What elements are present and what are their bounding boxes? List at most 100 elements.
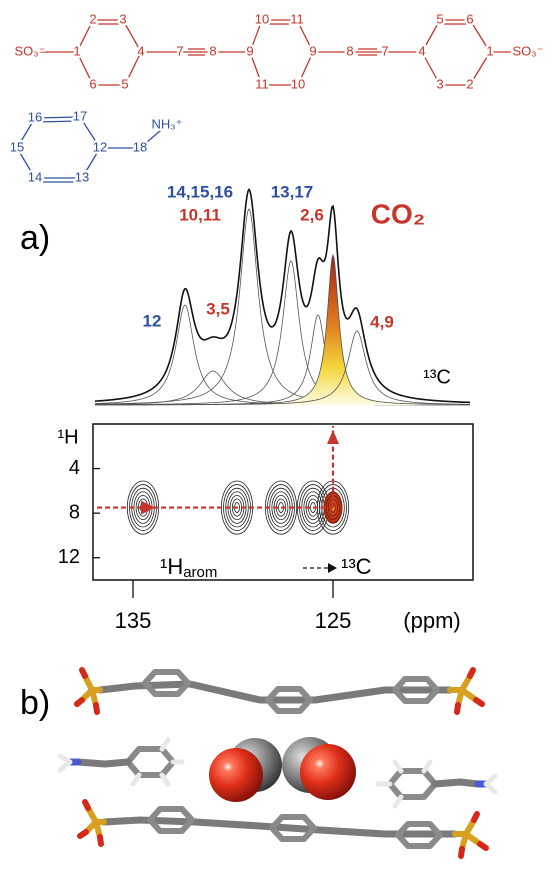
atom-label: 15 <box>10 139 24 154</box>
co2-atom <box>209 748 263 802</box>
bond <box>16 117 36 149</box>
atom-label: 8 <box>209 43 216 58</box>
bond <box>81 147 101 179</box>
bond <box>139 124 168 149</box>
atom-label: 11 <box>290 11 304 26</box>
atom-label: 5 <box>436 11 443 26</box>
atom-label: 5 <box>121 76 128 91</box>
peak-label: 10,11 <box>179 205 221 224</box>
linker-bottom <box>77 799 489 859</box>
x-axis-label: (ppm) <box>403 608 460 633</box>
nmr-spectra: 14,15,16 10,11 13,17 2,6 CO₂ 12 3,5 4,9 ¹³C 4 8 12 ¹… <box>57 182 474 633</box>
peak-component <box>95 330 471 406</box>
arrow-head <box>328 563 337 573</box>
y-tick-label: 12 <box>58 546 80 568</box>
atom-label: 10 <box>255 11 269 26</box>
peak-label: 13,17 <box>271 182 314 201</box>
sulfonate <box>83 805 107 840</box>
oxygen <box>77 799 104 847</box>
y-tick-label: 4 <box>69 457 80 479</box>
bond <box>37 120 78 123</box>
hydrogen <box>375 759 498 809</box>
sulfonate <box>447 673 479 708</box>
bond <box>297 51 314 86</box>
atom-label: 13 <box>75 169 89 184</box>
atom-label: 8 <box>346 43 353 58</box>
target-nucleus: ¹³C <box>341 554 372 579</box>
atom-label: 4 <box>137 43 144 58</box>
peak-component <box>94 260 470 406</box>
atom-label: 4 <box>418 43 425 58</box>
bond <box>79 116 101 149</box>
bond <box>469 51 491 86</box>
bond <box>249 51 263 86</box>
x-tick-label: 125 <box>315 608 352 633</box>
y-tick-label: 8 <box>69 501 80 523</box>
ring <box>265 686 313 714</box>
atom-label: 7 <box>176 43 183 58</box>
peak-label: 3,5 <box>206 299 230 318</box>
peak-label: 2,6 <box>300 205 324 224</box>
x-tick-label: 135 <box>115 608 152 633</box>
co2-molecules <box>209 737 356 802</box>
ring <box>269 814 317 842</box>
bond <box>421 51 441 86</box>
atom-label: 7 <box>381 43 388 58</box>
cation-right <box>375 759 498 809</box>
bond <box>76 19 94 53</box>
ring <box>387 768 438 800</box>
panel-label: b) <box>20 684 50 722</box>
bond <box>469 19 491 53</box>
plot-frame <box>92 423 474 581</box>
stick <box>96 680 454 704</box>
atom-label: 6 <box>466 11 473 26</box>
cross-peak-contour <box>319 484 347 531</box>
panel-label: a) <box>20 219 50 257</box>
atom-label: 9 <box>309 43 316 58</box>
ring <box>147 806 195 834</box>
peak-component <box>94 208 471 405</box>
linker-top <box>74 667 485 715</box>
ring <box>142 669 191 697</box>
atom-label: 1 <box>486 43 493 58</box>
sum-spectrum <box>94 188 471 404</box>
atom-label: 9 <box>246 43 253 58</box>
y-axis-label: ¹H <box>57 426 78 448</box>
atom-label: 16 <box>28 109 42 124</box>
atom-label: 10 <box>291 76 305 91</box>
atom-label: SO₃⁻ <box>15 43 46 58</box>
atom-label: 18 <box>133 139 147 154</box>
peak-label: 4,9 <box>370 312 394 331</box>
hydrogen <box>57 737 185 787</box>
nucleus: ¹H <box>160 554 183 579</box>
atom-label: NH₃⁺ <box>152 116 183 131</box>
atom-label: 6 <box>89 76 96 91</box>
arrow-head <box>141 500 155 515</box>
peak-label: 12 <box>143 311 162 330</box>
co2-atom <box>300 744 356 800</box>
cross-peak-contour <box>126 480 160 535</box>
atom-label: 3 <box>436 76 443 91</box>
atom-label: 12 <box>93 139 107 154</box>
stick <box>431 778 482 788</box>
bond <box>16 147 36 179</box>
atom-label: 17 <box>73 108 87 123</box>
atom-label: 1 <box>73 43 80 58</box>
cation-left <box>57 737 185 787</box>
oxygen <box>74 667 100 715</box>
peak-label: 14,15,16 <box>167 182 233 201</box>
crystal-structure <box>57 667 498 859</box>
sulfonate <box>79 673 103 708</box>
atom-label: 2 <box>466 76 473 91</box>
ring <box>395 821 443 849</box>
stick <box>100 816 459 838</box>
subscript: arom <box>183 564 217 581</box>
stick <box>74 758 132 768</box>
ring <box>125 746 176 778</box>
arrow-head <box>327 430 339 444</box>
nucleus-label: ¹³C <box>423 366 451 388</box>
ring <box>392 676 440 704</box>
bond <box>249 19 263 53</box>
sulfonate <box>452 817 483 852</box>
